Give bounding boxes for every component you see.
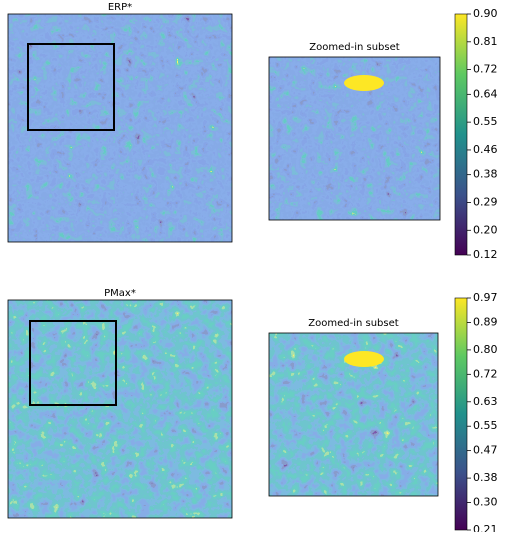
panel-title: PMax* — [104, 288, 136, 299]
colorbar-tick-label: 0.20 — [473, 223, 498, 236]
map-image — [8, 300, 232, 518]
colorbar-tick-label: 0.64 — [473, 87, 498, 100]
figure: ERP* Zoomed-in subset 0.90 0.81 0.72 0.64 0.55… — [0, 0, 509, 532]
colorbar — [455, 298, 467, 530]
colorbar-tick-label: 0.72 — [473, 367, 498, 380]
colorbar-tick-label: 0.30 — [473, 496, 498, 509]
colorbar-tick-label: 0.63 — [473, 395, 498, 408]
colorbar — [455, 14, 467, 255]
colorbar-tick-label: 0.21 — [473, 523, 498, 532]
colorbar-tick-label: 0.72 — [473, 63, 498, 76]
inset-feature — [344, 351, 384, 367]
colorbar-tick-label: 0.80 — [473, 343, 498, 356]
colorbar-tick-label: 0.12 — [473, 248, 498, 261]
colorbar-tick-label: 0.55 — [473, 115, 498, 128]
panel-title: ERP* — [108, 2, 132, 13]
map-image — [8, 14, 232, 242]
colorbar-tick-label: 0.38 — [473, 471, 498, 484]
colorbar-tick-label: 0.89 — [473, 315, 498, 328]
colorbar-tick-label: 0.46 — [473, 143, 498, 156]
colorbar-tick-label: 0.90 — [473, 7, 498, 20]
colorbar-tick-label: 0.38 — [473, 168, 498, 181]
colorbar-tick-label: 0.55 — [473, 419, 498, 432]
colorbar-tick-label: 0.97 — [473, 291, 498, 304]
colorbar-tick-label: 0.29 — [473, 195, 498, 208]
inset-feature — [344, 75, 384, 91]
inset-title: Zoomed-in subset — [309, 42, 399, 53]
colorbar-tick-label: 0.81 — [473, 35, 498, 48]
colorbar-tick-label: 0.47 — [473, 444, 498, 457]
inset-title: Zoomed-in subset — [308, 318, 398, 329]
